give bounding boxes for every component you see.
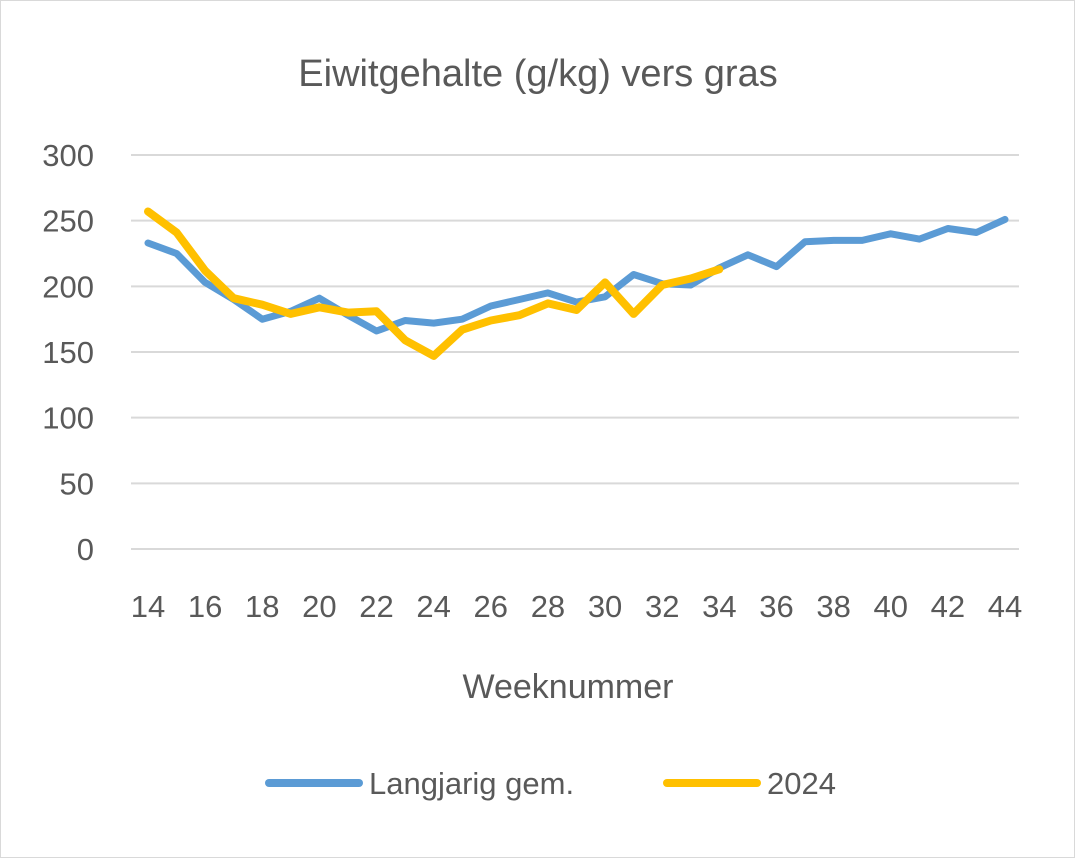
x-tick-label: 22	[359, 589, 393, 624]
x-tick-label: 30	[588, 589, 622, 624]
x-tick-label: 42	[931, 589, 965, 624]
x-tick-label: 16	[188, 589, 222, 624]
chart-title: Eiwitgehalte (g/kg) vers gras	[298, 53, 777, 95]
x-tick-label: 34	[702, 589, 736, 624]
series-lines	[144, 207, 1009, 360]
x-tick-label: 28	[531, 589, 565, 624]
y-tick-label: 100	[42, 401, 94, 436]
y-tick-label: 300	[42, 138, 94, 173]
y-tick-label: 150	[42, 335, 94, 370]
x-tick-label: 36	[759, 589, 793, 624]
x-tick-label: 24	[416, 589, 450, 624]
series-line-langjarig	[144, 215, 1009, 335]
y-tick-label: 250	[42, 204, 94, 239]
x-tick-label: 40	[873, 589, 907, 624]
series-line-2024	[144, 207, 724, 360]
y-tick-label: 50	[60, 466, 94, 501]
y-tick-label: 200	[42, 269, 94, 304]
x-tick-label: 18	[245, 589, 279, 624]
x-axis-title: Weeknummer	[463, 668, 674, 706]
x-tick-label: 44	[988, 589, 1022, 624]
y-axis-ticks: 0 50 100 150 200 250 300	[42, 138, 94, 567]
legend: Langjarig gem. 2024	[265, 766, 836, 801]
x-tick-label: 38	[816, 589, 850, 624]
y-tick-label: 0	[77, 532, 94, 567]
legend-label: 2024	[767, 766, 836, 801]
x-axis-ticks: 14 16 18 20 22 24 26 28 30 32 34 36 38 40 42 44	[131, 589, 1022, 624]
x-tick-label: 26	[474, 589, 508, 624]
gridlines	[131, 154, 1019, 550]
legend-label: Langjarig gem.	[369, 766, 574, 801]
x-tick-label: 14	[131, 589, 165, 624]
x-tick-label: 32	[645, 589, 679, 624]
x-tick-label: 20	[302, 589, 336, 624]
